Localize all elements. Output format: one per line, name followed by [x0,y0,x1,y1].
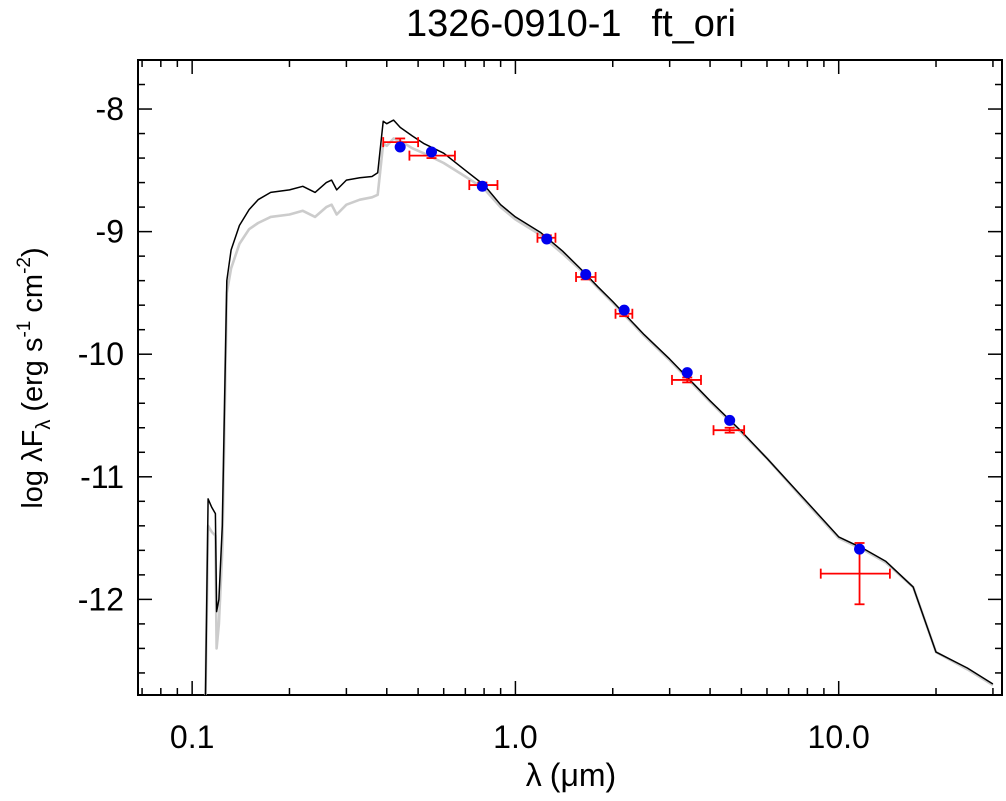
x-axis-symbol: λ [526,757,542,793]
model-point-5 [580,269,592,281]
y-tick-label: -11 [80,459,124,495]
error-bars-group [382,137,891,606]
model-point-4 [541,233,553,245]
plot-frame [137,59,1003,696]
model-point-1 [394,141,406,153]
model-point-9 [854,543,866,555]
x-axis: 0.1 1.0 10.0 [141,60,994,755]
x-tick-label: 10.0 [808,719,870,755]
model-point-7 [681,367,693,379]
model-points-group [394,141,866,555]
y-tick-label: -12 [78,581,124,617]
x-axis-label: λ (μm) [526,757,616,793]
y-tick-label: -10 [78,336,124,372]
chart-title-id: 1326-0910-1 [406,3,622,45]
model-point-8 [724,414,736,426]
spectra-group [204,119,994,695]
y-tick-label: -8 [96,91,124,127]
y-axis-label-units: (erg s [17,338,49,412]
y-axis-label-close: ) [17,247,49,257]
y-axis-label-exp1: -1 [14,321,35,338]
x-tick-label: 0.1 [170,719,214,755]
y-tick-label: -9 [96,214,124,250]
model-point-3 [476,180,488,192]
x-tick-label: 1.0 [493,719,537,755]
model-spectrum-line [204,119,994,695]
reddened-spectrum-line [204,137,994,695]
model-point-2 [425,146,437,158]
y-axis-label: log λFλ (erg s-1 cm-2) [14,247,55,508]
chart-title-name: ft_ori [652,3,736,45]
observed-point-7 [671,374,702,385]
observed-point-8 [712,425,746,436]
y-axis: -8 -9 -10 -11 -12 [78,59,1002,674]
y-axis-label-main: log λF [17,430,49,509]
x-axis-unit: (μm) [550,757,616,793]
y-axis-label-exp2: -2 [14,257,35,274]
y-axis-label-mid: cm [17,274,49,321]
model-point-6 [618,304,630,316]
y-axis-label-sub: λ [33,420,55,430]
chart-title: 1326-0910-1 ft_ori [406,3,736,45]
